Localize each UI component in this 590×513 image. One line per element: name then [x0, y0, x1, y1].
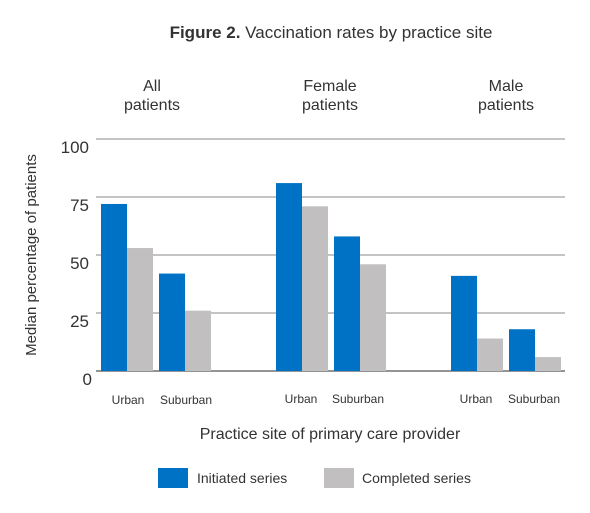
y-tick-100: 100	[61, 138, 89, 157]
bar-completed	[477, 338, 503, 371]
bar-initiated	[334, 236, 360, 371]
y-tick-25: 25	[70, 312, 89, 331]
legend-swatch-completed	[324, 468, 354, 488]
legend-label-completed: Completed series	[362, 470, 471, 486]
group-label-all-line2: patients	[124, 97, 180, 114]
category-label: Suburban	[508, 392, 560, 406]
group-label-male-line2: patients	[478, 97, 534, 114]
group-label-all-line1: All	[143, 78, 161, 95]
y-tick-0: 0	[83, 370, 92, 389]
bar-initiated	[101, 203, 127, 371]
chart-title: Figure 2. Vaccination rates by practice …	[170, 23, 493, 42]
group-label-female-line2: patients	[302, 97, 358, 114]
group-label-female-line1: Female	[303, 78, 356, 95]
y-tick-50: 50	[70, 254, 89, 273]
category-label: Suburban	[160, 393, 212, 407]
legend-swatch-initiated	[158, 468, 188, 488]
chart-title-text: Vaccination rates by practice site	[240, 23, 492, 42]
category-label: Urban	[112, 393, 145, 407]
legend: Initiated series Completed series	[158, 468, 471, 488]
y-tick-labels: 0 25 50 75 100	[61, 138, 92, 389]
category-label: Urban	[285, 392, 318, 406]
bar-completed	[302, 206, 328, 371]
group-labels: All patients Female patients Male patien…	[124, 78, 534, 114]
category-label: Urban	[460, 392, 493, 406]
y-axis-label: Median percentage of patients	[23, 154, 40, 356]
bar-completed	[360, 264, 386, 371]
bar-initiated	[159, 273, 185, 371]
bar-initiated	[451, 275, 477, 371]
bars	[101, 183, 561, 371]
chart-title-prefix: Figure 2.	[170, 23, 241, 42]
bar-completed	[535, 357, 561, 371]
bar-initiated	[509, 329, 535, 371]
legend-label-initiated: Initiated series	[197, 470, 287, 486]
group-label-male-line1: Male	[489, 78, 524, 95]
category-label: Suburban	[332, 392, 384, 406]
bar-initiated	[276, 183, 302, 371]
bar-completed	[185, 310, 211, 371]
bar-completed	[127, 248, 153, 371]
y-tick-75: 75	[70, 196, 89, 215]
x-axis-label: Practice site of primary care provider	[200, 426, 461, 443]
category-labels: Urban Suburban Urban Suburban Urban Subu…	[112, 392, 560, 407]
